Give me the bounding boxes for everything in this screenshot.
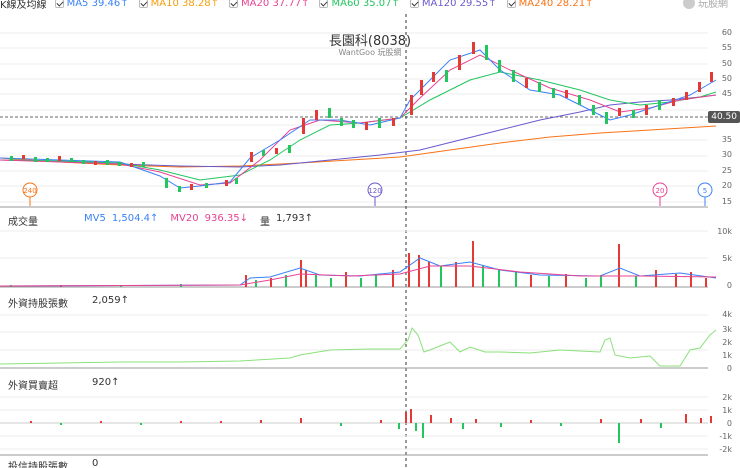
- foreign-holding-label: 外資持股張數: [8, 299, 68, 310]
- ma60-toggle[interactable]: MA60 35.07 ↑: [319, 0, 400, 9]
- ma20-name: MA20: [241, 0, 270, 9]
- up-arrow-icon: ↑: [120, 0, 129, 9]
- checkbox-icon[interactable]: [229, 0, 239, 8]
- foreign-holding-line: [0, 327, 717, 367]
- ma20-toggle[interactable]: MA20 37.77 ↑: [229, 0, 309, 9]
- foreign-net-legend: 外資買賣超 920↑: [8, 377, 119, 392]
- volume-bars: [10, 241, 707, 287]
- up-arrow-icon: ↑: [488, 0, 497, 9]
- svg-text:5: 5: [703, 187, 707, 195]
- ma5-toggle[interactable]: MA5 39.46 ↑: [54, 0, 129, 9]
- ma60-name: MA60: [331, 0, 360, 9]
- wantgoo-logo-icon: [683, 0, 695, 9]
- ma240-value: 28.21: [556, 0, 586, 9]
- trust-holding-legend: 投信持股張數 0: [8, 458, 98, 468]
- svg-text:20: 20: [656, 187, 665, 195]
- ma-markers: 240 120 20 5: [22, 182, 713, 206]
- trust-holding-label: 投信持股張數: [8, 462, 68, 468]
- ma5-value: 39.46: [91, 0, 121, 9]
- foreign-net-label: 外資買賣超: [8, 381, 58, 392]
- ma120-value: 29.55: [459, 0, 489, 9]
- stock-title: 長園科(8038): [328, 34, 412, 49]
- up-arrow-icon: ↑: [391, 0, 400, 9]
- volume-legend: 成交量 MV5 1,504.4↑ MV20 936.35↓ 量 1,793↑: [8, 213, 313, 228]
- price-grid: [0, 32, 708, 203]
- ma10-value: 38.28: [182, 0, 211, 9]
- ma10-toggle[interactable]: MA10 38.28 ↑: [138, 0, 220, 9]
- foreign-net-bars: [30, 409, 712, 443]
- svg-text:120: 120: [368, 187, 381, 195]
- stock-subtitle: WantGoo 玩股網: [338, 48, 402, 57]
- ma-legend: K線及均線 MA5 39.46 ↑ MA10 38.28 ↑ MA20 37.77 ↑…: [0, 0, 740, 12]
- ma240-toggle[interactable]: MA240 28.21 ↑: [506, 0, 594, 9]
- svg-text:240: 240: [23, 187, 36, 195]
- foreign-net-value: 920↑: [92, 377, 120, 388]
- checkbox-icon[interactable]: [54, 0, 64, 8]
- vol-value: 1,793↑: [275, 213, 313, 224]
- checkbox-icon[interactable]: [409, 0, 419, 8]
- foreign-holding-legend: 外資持股張數 2,059↑: [8, 295, 129, 310]
- ma10-name: MA10: [150, 0, 179, 9]
- current-price-tag: 40.50: [708, 111, 740, 123]
- ma120-name: MA120: [421, 0, 457, 9]
- up-arrow-icon: ↑: [301, 0, 310, 9]
- mv20-value: 936.35↓: [204, 213, 248, 224]
- mv20-label: MV20: [170, 213, 199, 224]
- up-arrow-icon: ↑: [210, 0, 220, 9]
- foreign-holding-value: 2,059↑: [92, 295, 130, 306]
- checkbox-icon[interactable]: [506, 0, 516, 8]
- checkbox-icon[interactable]: [319, 0, 329, 8]
- volume-label: 成交量: [8, 217, 38, 228]
- ma240-name: MA240: [518, 0, 554, 9]
- kline-label: K線及均線: [0, 0, 47, 11]
- vol-label: 量: [259, 217, 270, 228]
- watermark-top: 玩股網: [683, 0, 728, 10]
- watermark-text: 玩股網: [698, 0, 728, 10]
- mv5-label: MV5: [84, 213, 106, 224]
- checkbox-icon[interactable]: [138, 0, 148, 8]
- trust-holding-value: 0: [92, 458, 99, 468]
- candlesticks: [10, 42, 713, 192]
- mv5-value: 1,504.4↑: [111, 213, 159, 224]
- up-arrow-icon: ↑: [585, 0, 594, 9]
- ma20-value: 37.77: [272, 0, 302, 9]
- ma120-toggle[interactable]: MA120 29.55 ↑: [409, 0, 497, 9]
- ma60-value: 35.07: [362, 0, 392, 9]
- ma5-name: MA5: [66, 0, 89, 9]
